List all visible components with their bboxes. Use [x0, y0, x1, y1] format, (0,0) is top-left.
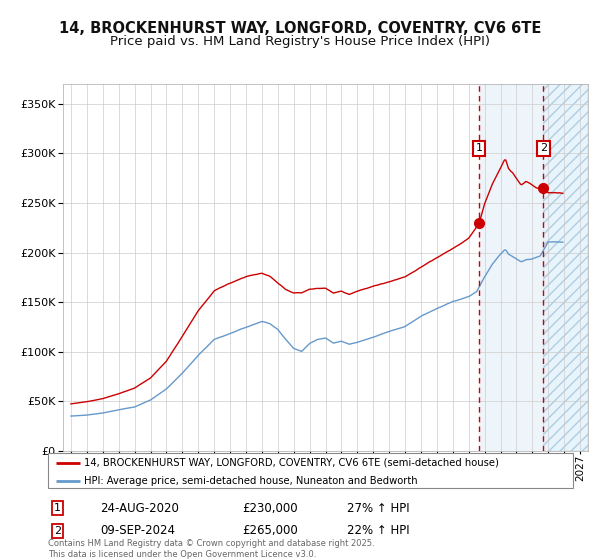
Text: Contains HM Land Registry data © Crown copyright and database right 2025.
This d: Contains HM Land Registry data © Crown c…: [48, 539, 374, 559]
Text: 22% ↑ HPI: 22% ↑ HPI: [347, 524, 410, 537]
Text: 27% ↑ HPI: 27% ↑ HPI: [347, 502, 410, 515]
Text: £230,000: £230,000: [242, 502, 298, 515]
Bar: [479, 84, 543, 451]
Bar: [543, 84, 588, 451]
Bar: [543, 84, 588, 451]
Text: 1: 1: [54, 503, 61, 514]
Text: Price paid vs. HM Land Registry's House Price Index (HPI): Price paid vs. HM Land Registry's House …: [110, 35, 490, 48]
Text: 24-AUG-2020: 24-AUG-2020: [101, 502, 179, 515]
Text: 1: 1: [476, 143, 482, 153]
Text: 2: 2: [54, 526, 61, 536]
Text: 2: 2: [540, 143, 547, 153]
Text: £265,000: £265,000: [242, 524, 298, 537]
Text: HPI: Average price, semi-detached house, Nuneaton and Bedworth: HPI: Average price, semi-detached house,…: [84, 475, 418, 486]
Text: 09-SEP-2024: 09-SEP-2024: [101, 524, 176, 537]
Text: 14, BROCKENHURST WAY, LONGFORD, COVENTRY, CV6 6TE: 14, BROCKENHURST WAY, LONGFORD, COVENTRY…: [59, 21, 541, 36]
Text: 14, BROCKENHURST WAY, LONGFORD, COVENTRY, CV6 6TE (semi-detached house): 14, BROCKENHURST WAY, LONGFORD, COVENTRY…: [84, 458, 499, 468]
FancyBboxPatch shape: [48, 453, 573, 488]
